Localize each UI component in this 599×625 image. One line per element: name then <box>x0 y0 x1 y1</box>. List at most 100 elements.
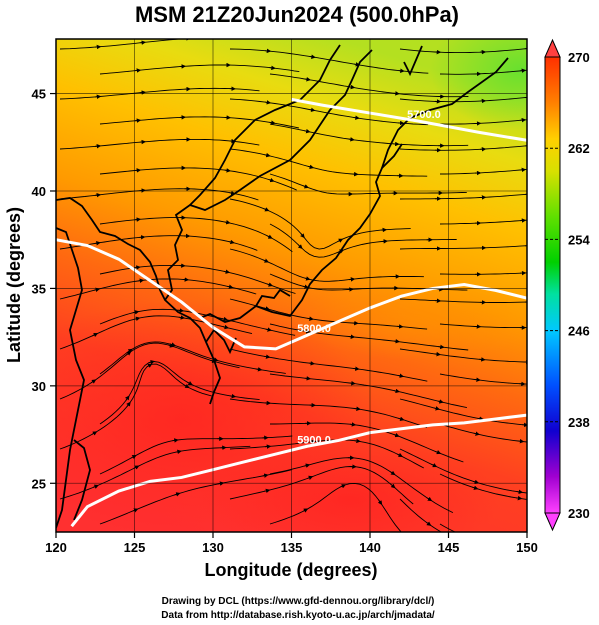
streamline-arrow <box>224 220 231 225</box>
streamline <box>399 96 527 103</box>
x-tick-label: 150 <box>516 540 538 555</box>
streamline-arrow <box>524 95 527 100</box>
contour-label: 5900.0 <box>297 434 331 446</box>
streamline <box>399 245 527 250</box>
streamline-arrow <box>174 492 181 497</box>
streamline <box>269 123 469 147</box>
streamline-arrow <box>302 184 309 189</box>
streamline <box>99 361 260 425</box>
contour-label: 5700.0 <box>407 109 441 121</box>
orange-band <box>300 280 527 360</box>
streamline-arrow <box>229 393 237 399</box>
streamline-arrow <box>222 324 229 330</box>
streamline <box>439 272 527 275</box>
contour-line <box>291 97 527 142</box>
contour-label: 5800.0 <box>297 323 331 335</box>
streamline-arrow <box>178 315 186 320</box>
streamline-arrow <box>337 238 344 243</box>
streamline <box>59 235 258 251</box>
streamline-arrow <box>94 241 101 246</box>
streamline <box>229 348 428 382</box>
coastlines <box>56 44 509 529</box>
streamline-arrow <box>348 277 356 282</box>
streamline <box>59 342 240 400</box>
streamline-arrow <box>433 406 440 411</box>
streamline-arrow <box>126 351 132 356</box>
streamline-arrow <box>434 351 441 357</box>
colorbar-ticks: 230 238 246 254 262 270 <box>545 50 590 521</box>
streamline <box>439 373 527 385</box>
credit-data: Data from http://database.rish.kyoto-u.a… <box>161 610 435 621</box>
x-tick-label: 125 <box>124 540 146 555</box>
streamline <box>439 69 527 75</box>
streamline-arrow <box>265 327 272 332</box>
gridlines <box>56 39 527 532</box>
streamline-arrow <box>269 120 276 125</box>
streamline-arrow <box>187 381 193 386</box>
streamline-arrow <box>266 282 274 287</box>
streamline <box>99 116 299 129</box>
y-tick-label: 25 <box>32 476 46 491</box>
colorbar-tick-label: 270 <box>568 50 590 65</box>
y-tick-label: 30 <box>32 379 46 394</box>
streamline <box>440 168 527 175</box>
streamline <box>439 523 457 532</box>
streamline-arrow <box>390 483 396 489</box>
x-axis-label: Longitude (degrees) <box>204 560 377 580</box>
streamline <box>269 457 454 514</box>
wind-streamlines <box>59 39 527 532</box>
streamline-arrow <box>228 239 235 245</box>
streamline <box>439 323 527 329</box>
streamline-arrow <box>437 399 444 404</box>
streamline-arrow <box>307 316 314 321</box>
streamline-arrow <box>307 164 315 169</box>
streamline-arrow <box>426 496 433 502</box>
streamline-arrow <box>309 439 316 445</box>
streamline <box>439 219 527 225</box>
streamline-arrow <box>168 343 175 348</box>
streamline <box>399 298 527 303</box>
colorbar-min-arrow <box>544 512 561 532</box>
streamline-arrow <box>148 360 155 365</box>
streamline <box>99 469 292 525</box>
streamline-arrow <box>90 379 97 384</box>
warm-region-south <box>200 440 500 532</box>
chart-title: MSM 21Z20Jun2024 (500.0hPa) <box>135 2 459 27</box>
streamline-arrow <box>134 316 141 322</box>
streamline-arrow <box>93 287 101 293</box>
streamline-arrow <box>389 470 396 476</box>
streamline-arrow <box>308 361 316 366</box>
x-tick-label: 145 <box>438 540 460 555</box>
plot-area: 5700.0 5800.0 5900.0 <box>56 39 527 532</box>
streamline-arrow <box>353 366 360 371</box>
streamline-arrow <box>91 431 98 436</box>
streamline-arrow <box>263 258 270 263</box>
streamline-arrow <box>425 521 432 526</box>
colorbar-tick-label: 254 <box>568 232 590 247</box>
streamline-arrow <box>223 269 231 274</box>
streamline-arrow <box>227 284 234 289</box>
streamline-arrow <box>302 508 309 513</box>
x-tick-label: 120 <box>45 540 67 555</box>
streamline-arrow <box>264 488 271 494</box>
streamline <box>439 119 527 125</box>
streamline <box>269 173 467 195</box>
streamline-arrow <box>309 54 316 59</box>
streamline <box>399 48 527 54</box>
streamline-arrow <box>349 380 356 386</box>
streamline-arrow <box>264 354 271 359</box>
streamline-arrow <box>393 388 401 394</box>
streamline <box>99 217 293 253</box>
streamline <box>59 39 184 50</box>
streamline <box>59 138 260 150</box>
streamline-arrow <box>354 406 361 412</box>
streamline <box>229 198 411 250</box>
streamline-arrow <box>125 395 130 401</box>
streamline-arrow <box>472 485 479 490</box>
streamline-arrow <box>133 310 140 315</box>
streamline-arrow <box>172 438 179 443</box>
streamline-arrow <box>221 316 229 322</box>
streamline-arrow <box>516 495 523 501</box>
streamline-arrow <box>438 344 445 350</box>
